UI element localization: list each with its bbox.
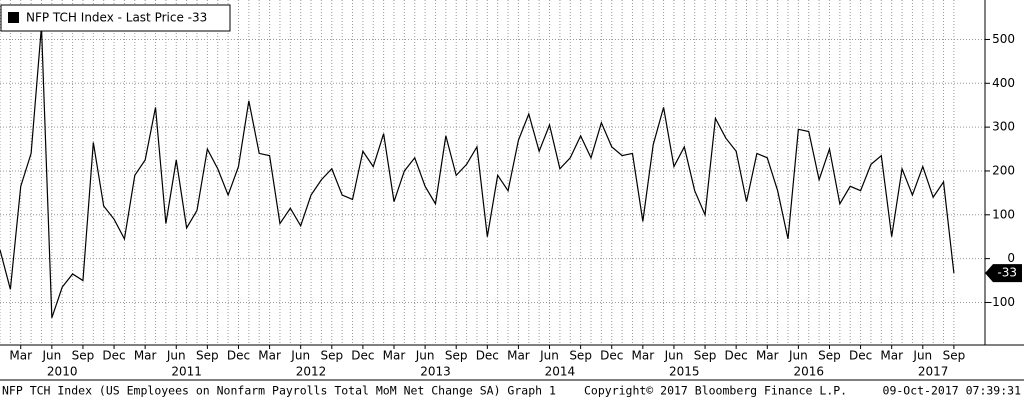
legend-swatch: [8, 12, 19, 23]
x-tick-label: Mar: [507, 349, 530, 363]
y-tick-label: 100: [992, 207, 1015, 221]
x-tick-label: Jun: [290, 349, 310, 363]
x-tick-label: Mar: [756, 349, 779, 363]
y-tick-label: 0: [1007, 251, 1015, 265]
year-label: 2013: [420, 365, 451, 379]
x-tick-label: Sep: [694, 349, 717, 363]
year-label: 2011: [171, 365, 202, 379]
x-tick-label: Dec: [600, 349, 623, 363]
y-tick-label: -100: [988, 295, 1015, 309]
y-tick-label: 400: [992, 76, 1015, 90]
legend-label: NFP TCH Index - Last Price -33: [26, 11, 207, 25]
x-tick-label: Mar: [9, 349, 32, 363]
last-price-tag: [985, 264, 1022, 283]
year-label: 2016: [793, 365, 824, 379]
x-tick-label: Jun: [788, 349, 808, 363]
x-tick-label: Sep: [569, 349, 592, 363]
last-price-label: -33: [997, 266, 1017, 280]
x-tick-label: Sep: [445, 349, 468, 363]
x-tick-label: Sep: [72, 349, 95, 363]
year-label: 2012: [296, 365, 327, 379]
year-label: 2014: [545, 365, 576, 379]
x-tick-label: Jun: [912, 349, 932, 363]
x-tick-label: Dec: [102, 349, 125, 363]
x-tick-label: Jun: [415, 349, 435, 363]
y-tick-label: 300: [992, 120, 1015, 134]
x-tick-label: Dec: [849, 349, 872, 363]
x-tick-label: Dec: [476, 349, 499, 363]
y-tick-label: 500: [992, 32, 1015, 46]
year-label: 2015: [669, 365, 700, 379]
x-tick-label: Dec: [351, 349, 374, 363]
legend-box: [0, 4, 231, 32]
x-tick-label: Mar: [632, 349, 655, 363]
x-tick-label: Dec: [227, 349, 250, 363]
x-tick-label: Sep: [943, 349, 966, 363]
x-tick-label: Sep: [196, 349, 219, 363]
x-tick-label: Mar: [383, 349, 406, 363]
footer-description: NFP TCH Index (US Employees on Nonfarm P…: [2, 384, 556, 398]
x-tick-label: Jun: [664, 349, 684, 363]
x-tick-label: Dec: [725, 349, 748, 363]
year-label: 2017: [918, 365, 949, 379]
series-line: [0, 26, 955, 319]
x-tick-label: Sep: [320, 349, 343, 363]
x-tick-label: Sep: [818, 349, 841, 363]
x-tick-label: Mar: [258, 349, 281, 363]
footer-copyright: Copyright© 2017 Bloomberg Finance L.P.: [584, 384, 847, 398]
y-tick-label: 200: [992, 163, 1015, 177]
x-tick-label: Jun: [41, 349, 61, 363]
year-label: 2010: [47, 365, 78, 379]
x-tick-label: Jun: [166, 349, 186, 363]
footer-timestamp: 09-Oct-2017 07:39:31: [883, 384, 1022, 398]
x-tick-label: Jun: [539, 349, 559, 363]
x-tick-label: Mar: [880, 349, 903, 363]
x-tick-label: Mar: [134, 349, 157, 363]
